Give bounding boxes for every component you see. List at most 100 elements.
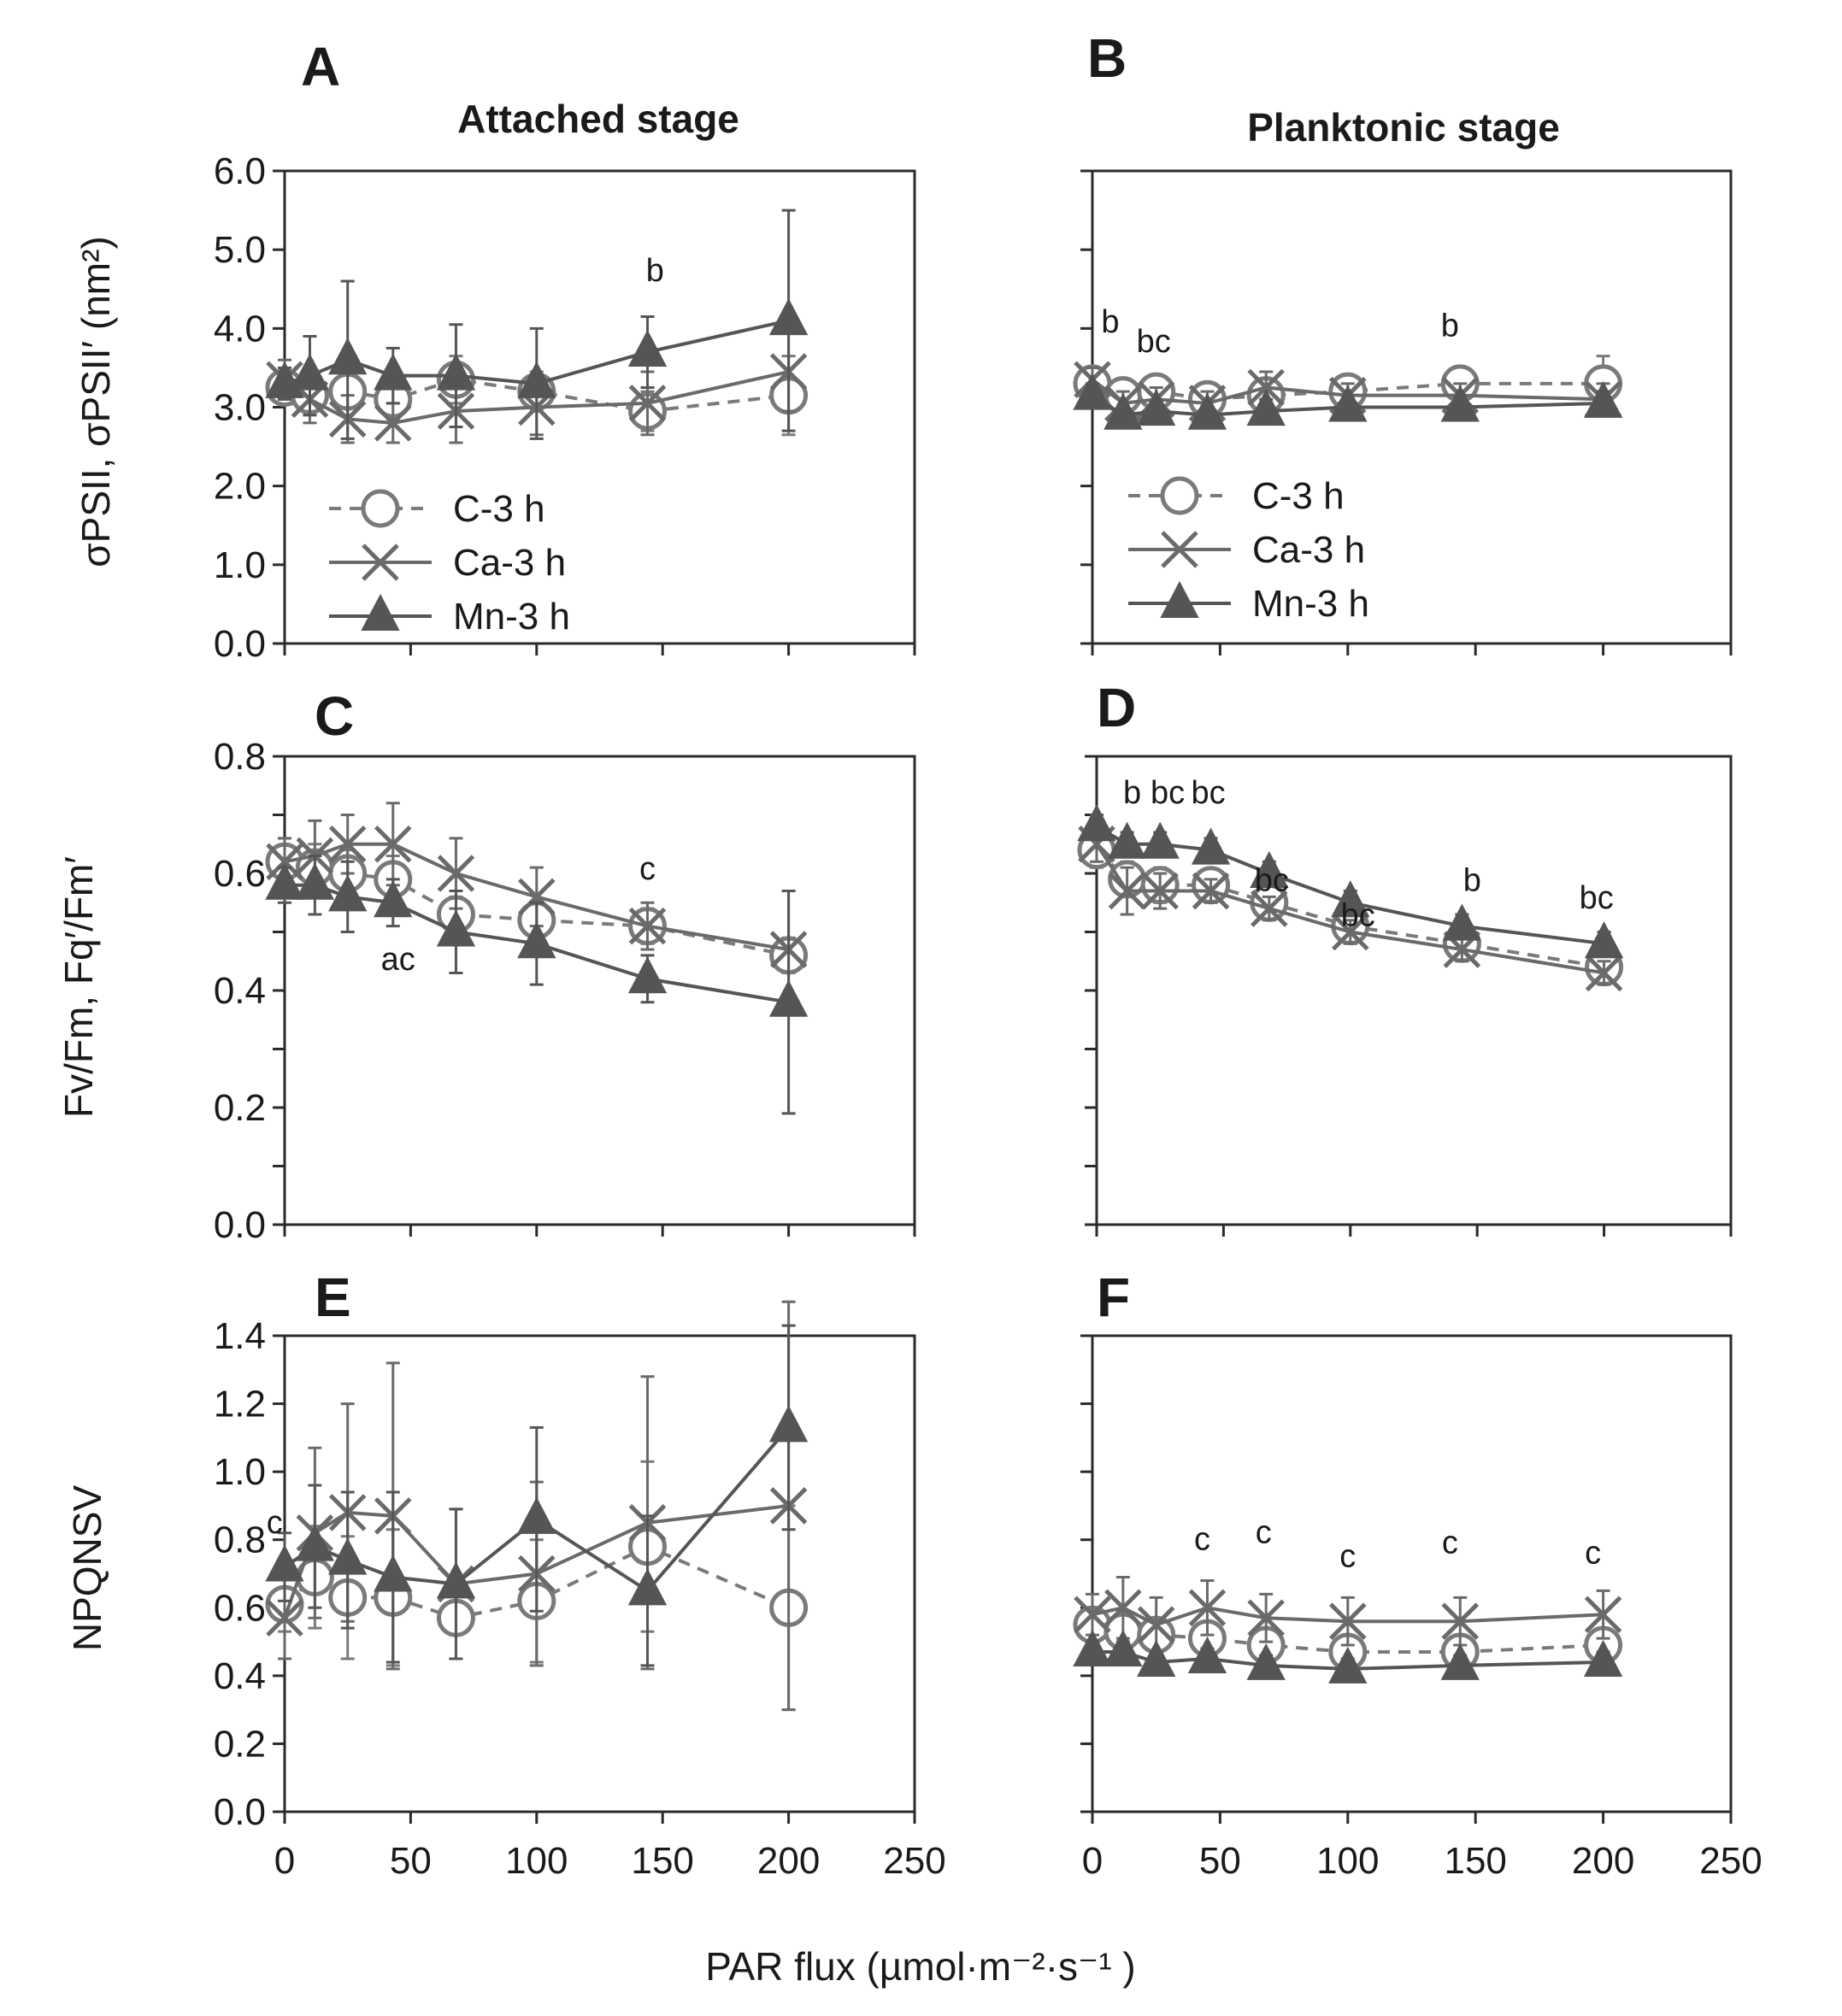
legend-label: Ca-3 h bbox=[1252, 529, 1365, 571]
significance-label: c bbox=[1256, 1515, 1272, 1551]
data-point bbox=[1584, 1596, 1622, 1634]
significance-label: bc bbox=[1151, 775, 1185, 811]
significance-label: bc bbox=[1341, 898, 1375, 934]
significance-label: b bbox=[646, 253, 664, 289]
y-axis-title: NPQNSV bbox=[65, 1485, 109, 1652]
data-point bbox=[628, 385, 667, 422]
data-point bbox=[1137, 388, 1176, 426]
y-tick-label: 1.0 bbox=[214, 1451, 266, 1493]
data-point bbox=[517, 1496, 556, 1534]
x-tick-label: 50 bbox=[1199, 1840, 1241, 1882]
data-point bbox=[627, 329, 668, 367]
series-mn-3-h bbox=[265, 1324, 809, 1667]
series-line bbox=[284, 842, 789, 952]
data-point bbox=[436, 353, 476, 391]
significance-label: bc bbox=[1255, 863, 1289, 899]
column-title-planktonic: Planktonic stage bbox=[1247, 105, 1560, 150]
significance-label: b bbox=[1441, 309, 1459, 344]
x-tick-label: 150 bbox=[1444, 1840, 1506, 1882]
y-tick-label: 0.8 bbox=[214, 736, 266, 778]
data-point bbox=[1584, 921, 1624, 959]
x-tick-label: 100 bbox=[505, 1840, 568, 1882]
significance-label: bc bbox=[1580, 880, 1614, 916]
data-point bbox=[328, 874, 368, 912]
data-point bbox=[1246, 1643, 1286, 1680]
data-point bbox=[1192, 872, 1230, 910]
y-tick-label: 0.4 bbox=[214, 970, 266, 1012]
significance-label: bc bbox=[1192, 775, 1226, 811]
x-tick-label: 150 bbox=[631, 1840, 693, 1882]
data-point bbox=[1250, 850, 1289, 888]
data-point bbox=[1103, 1629, 1143, 1667]
legend-label: Mn-3 h bbox=[1252, 583, 1369, 625]
panel-f: F 0 50 100 150 200 250 c c c c c bbox=[1073, 1267, 1763, 1882]
data-point bbox=[1247, 368, 1285, 407]
panel-letter: D bbox=[1097, 677, 1136, 738]
legend-label: Mn-3 h bbox=[453, 596, 570, 638]
significance-label: c bbox=[1339, 1539, 1356, 1575]
data-point bbox=[437, 855, 475, 892]
y-tick-label: 0.2 bbox=[214, 1087, 266, 1129]
data-point bbox=[295, 1524, 335, 1561]
data-point bbox=[1441, 1602, 1480, 1640]
legend: C-3 h Ca-3 h Mn-3 h bbox=[329, 488, 570, 638]
data-point bbox=[1108, 872, 1146, 910]
data-point bbox=[1328, 385, 1368, 422]
series-ca-3-h bbox=[1074, 1575, 1622, 1654]
panel-e: E 0.0 0.2 0.4 0.6 0.8 1.0 1.2 1.4 0 50 100 150 200 250… bbox=[65, 1267, 946, 1882]
significance-label: b bbox=[1463, 863, 1481, 899]
data-point bbox=[1073, 373, 1112, 410]
significance-label: c bbox=[1194, 1522, 1210, 1558]
data-point bbox=[1329, 1602, 1367, 1640]
significance-label: b bbox=[1101, 304, 1119, 340]
x-tick-label: 50 bbox=[390, 1840, 432, 1882]
y-tick-label: 0.0 bbox=[214, 1204, 266, 1246]
data-point bbox=[768, 979, 809, 1017]
data-point bbox=[1440, 1643, 1480, 1680]
y-tick-label: 4.0 bbox=[214, 308, 266, 350]
legend-marker bbox=[362, 544, 399, 581]
legend-label: C-3 h bbox=[1252, 475, 1345, 517]
panel-c: C 0.0 0.2 0.4 0.6 0.8 Fv/Fm, Fq′/Fm′ ac c bbox=[56, 685, 916, 1246]
data-point bbox=[1583, 1639, 1623, 1677]
legend: C-3 h Ca-3 h Mn-3 h bbox=[1128, 475, 1369, 625]
series-mn-3-h bbox=[1077, 804, 1624, 959]
legend-marker bbox=[361, 593, 400, 631]
data-point bbox=[1103, 392, 1143, 430]
series-line bbox=[1091, 378, 1604, 405]
panel-letter: F bbox=[1097, 1267, 1130, 1328]
data-point bbox=[518, 878, 556, 916]
plot-frame bbox=[1091, 1334, 1733, 1813]
plot-frame bbox=[1095, 755, 1733, 1226]
data-point bbox=[1332, 913, 1369, 951]
significance-label: c bbox=[639, 851, 656, 887]
series-line bbox=[1095, 843, 1604, 975]
data-point bbox=[1251, 890, 1288, 927]
data-point bbox=[517, 361, 556, 398]
significance-label: b bbox=[1123, 775, 1141, 811]
y-tick-label: 0.8 bbox=[214, 1519, 266, 1561]
data-point bbox=[1073, 1629, 1112, 1667]
data-point bbox=[266, 1599, 303, 1637]
y-tick-label: 0.0 bbox=[214, 1791, 266, 1833]
significance-label: c bbox=[267, 1505, 283, 1541]
significance-label: c bbox=[1442, 1525, 1458, 1561]
legend-label: Ca-3 h bbox=[453, 542, 566, 584]
significance-label: ac bbox=[381, 942, 415, 978]
data-point bbox=[328, 825, 367, 863]
y-tick-label: 0.4 bbox=[214, 1655, 266, 1697]
series-mn-3-h bbox=[265, 854, 809, 1115]
data-point bbox=[265, 1544, 304, 1582]
data-point bbox=[627, 1568, 668, 1606]
x-tick-label: 250 bbox=[883, 1840, 945, 1882]
x-tick-label: 0 bbox=[274, 1840, 295, 1882]
data-point bbox=[436, 1561, 476, 1599]
significance-label: bc bbox=[1137, 324, 1171, 360]
data-point bbox=[1246, 388, 1286, 426]
panel-a: A 0.0 1.0 2.0 3.0 4.0 5.0 6.0 σPSII, σPSII′ (nm²… bbox=[74, 36, 916, 665]
data-point bbox=[768, 1405, 809, 1443]
data-point bbox=[1442, 903, 1482, 941]
data-point bbox=[374, 353, 413, 391]
